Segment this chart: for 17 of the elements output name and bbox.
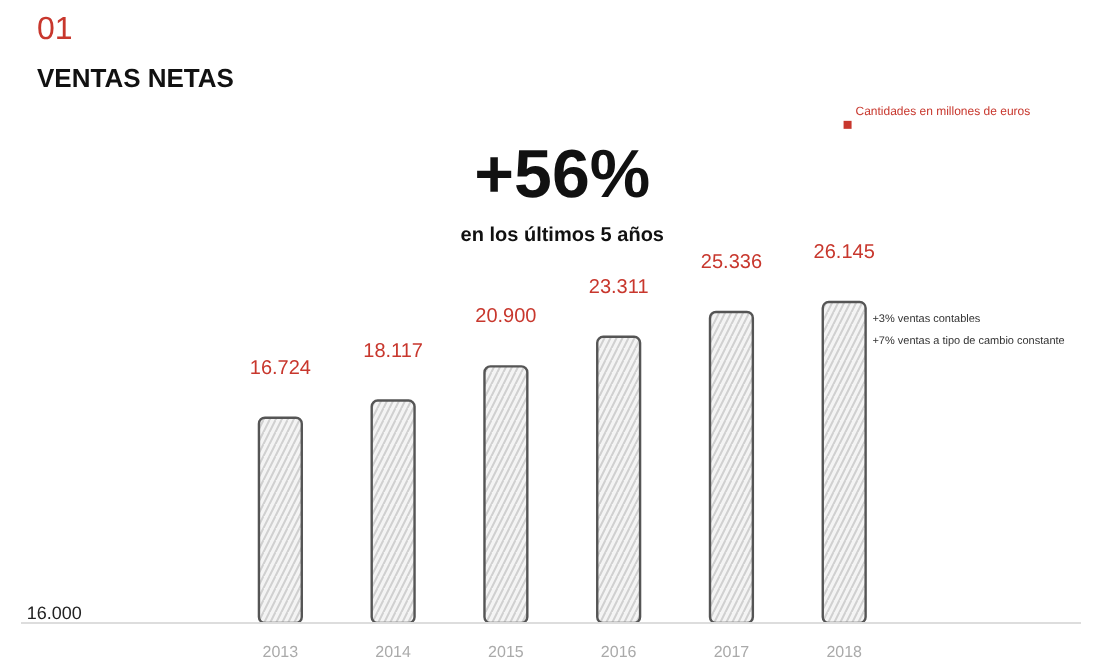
chart-subtitle: 01 bbox=[37, 13, 73, 47]
data-label: 20.900 bbox=[475, 306, 538, 329]
x-tick-label: 2014 bbox=[375, 643, 413, 661]
data-label: 16.724 bbox=[249, 357, 312, 380]
chart-title: VENTAS NETAS bbox=[37, 63, 235, 93]
text: +56% bbox=[474, 137, 651, 213]
data-label: 23.311 bbox=[588, 276, 650, 299]
data-label: 26.145 bbox=[813, 242, 876, 265]
x-tick-label: 2017 bbox=[713, 643, 751, 661]
data-label: 18.117 bbox=[363, 340, 424, 363]
x-tick-label: 2016 bbox=[600, 643, 638, 661]
text: en los últimos 5 años bbox=[460, 225, 665, 247]
x-tick-label: 2018 bbox=[826, 643, 864, 661]
data-label: 25.336 bbox=[700, 251, 763, 274]
text: 16.000 bbox=[26, 603, 82, 623]
x-tick-label: 2015 bbox=[488, 643, 525, 661]
x-tick-label: 2013 bbox=[262, 643, 300, 661]
